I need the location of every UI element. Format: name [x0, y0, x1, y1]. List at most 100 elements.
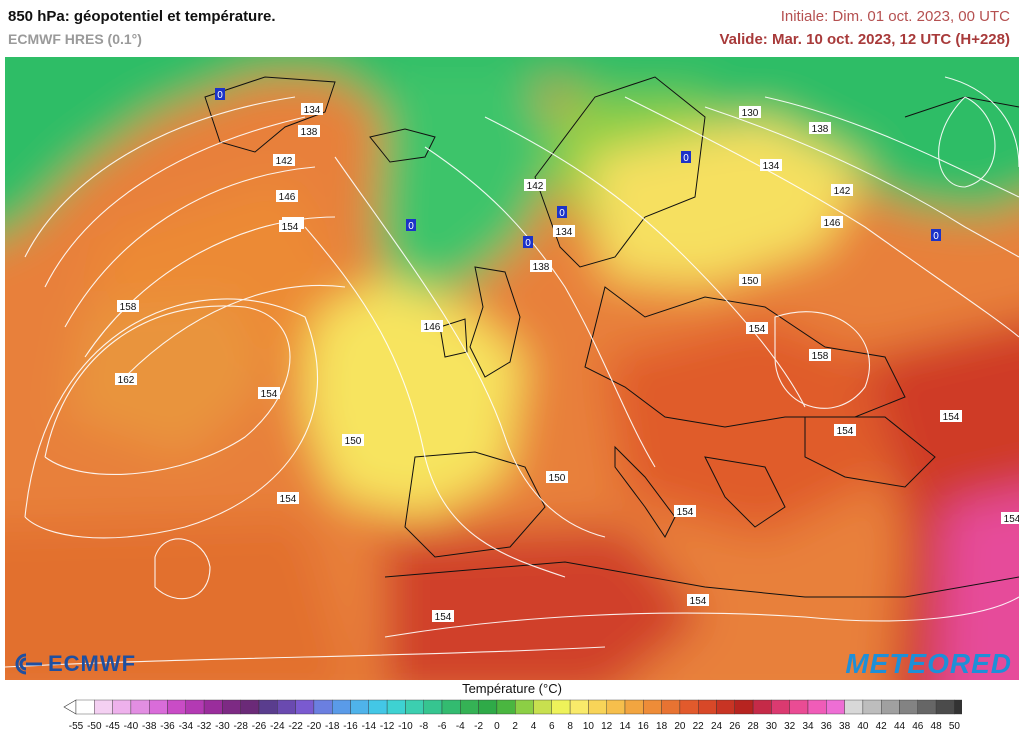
colorbar-swatch: [94, 699, 113, 715]
colorbar-swatch: [588, 699, 607, 715]
contour-label: 150: [546, 471, 568, 484]
svg-text:146: 146: [824, 218, 841, 229]
svg-text:146: 146: [279, 192, 296, 203]
svg-text:0: 0: [408, 221, 414, 232]
colorbar-swatch: [405, 699, 424, 715]
contour-label: 146: [421, 320, 443, 333]
freezing-marker: 0: [523, 236, 533, 249]
svg-text:154: 154: [280, 494, 297, 505]
colorbar-swatch: [881, 699, 900, 715]
contour-label: 130: [739, 106, 761, 119]
svg-text:0: 0: [217, 90, 223, 101]
contour-label: 138: [530, 260, 552, 273]
model-label: ECMWF HRES (0.1°): [8, 31, 142, 47]
colorbar-swatch: [643, 699, 662, 715]
colorbar-swatch: [899, 699, 918, 715]
colorbar-swatch: [862, 699, 882, 715]
colorbar-swatch: [167, 699, 186, 715]
colorbar-tick-label: 6: [549, 721, 555, 732]
colorbar-swatch: [752, 699, 772, 715]
colorbar-tick-label: 20: [674, 721, 686, 732]
colorbar-tick-label: -2: [474, 721, 483, 732]
colorbar-swatch: [679, 699, 699, 715]
colorbar-tick-label: -18: [325, 721, 340, 732]
contour-label: 138: [298, 125, 320, 138]
contour-label: 154: [1001, 512, 1019, 525]
colorbar-swatch: [734, 699, 754, 715]
colorbar-tick-label: 32: [784, 721, 796, 732]
colorbar-swatch: [661, 699, 681, 715]
contour-label: 146: [821, 216, 843, 229]
svg-text:134: 134: [304, 105, 321, 116]
contour-label: 158: [809, 349, 831, 362]
colorbar-title: Température (°C): [462, 681, 562, 696]
colorbar-tick-label: 22: [693, 721, 705, 732]
colorbar-swatch: [789, 699, 809, 715]
ecmwf-swirl-icon: [15, 653, 42, 675]
svg-text:154: 154: [261, 389, 278, 400]
colorbar-swatch: [478, 699, 498, 715]
colorbar-swatch: [844, 699, 864, 715]
colorbar-tick-label: 40: [857, 721, 869, 732]
header-right: Initiale: Dim. 01 oct. 2023, 00 UTC Vali…: [719, 8, 1010, 48]
colorbar-swatch: [386, 699, 406, 715]
colorbar-swatch: [698, 699, 717, 715]
colorbar-tick-label: -36: [160, 721, 175, 732]
contour-label: 150: [342, 434, 364, 447]
contour-label: 154: [940, 410, 962, 423]
initial-time: Initiale: Dim. 01 oct. 2023, 00 UTC: [780, 8, 1010, 25]
colorbar-tick-label: 38: [839, 721, 851, 732]
colorbar-swatch: [185, 699, 205, 715]
colorbar-swatch: [112, 699, 132, 715]
colorbar-swatch: [441, 699, 461, 715]
contour-label: 142: [524, 179, 546, 192]
colorbar-tick-label: -40: [124, 721, 139, 732]
colorbar-swatch: [935, 699, 955, 715]
colorbar-tick-label: -22: [288, 721, 303, 732]
colorbar-tick-label: -16: [343, 721, 358, 732]
colorbar-tick-label: -45: [105, 721, 120, 732]
colorbar-swatch: [368, 699, 388, 715]
svg-text:158: 158: [120, 302, 137, 313]
svg-text:158: 158: [812, 351, 829, 362]
contour-label: 154: [687, 594, 709, 607]
colorbar-tick-label: 18: [656, 721, 668, 732]
colorbar-swatch: [148, 699, 168, 715]
colorbar-tick-label: 10: [583, 721, 595, 732]
colorbar-tick-label: -24: [270, 721, 285, 732]
colorbar-tick-label: -38: [142, 721, 157, 732]
svg-text:138: 138: [301, 127, 318, 138]
colorbar-tick-label: -20: [307, 721, 322, 732]
colorbar-tick-label: -28: [233, 721, 248, 732]
freezing-marker: 0: [681, 151, 691, 164]
contour-label: 142: [831, 184, 853, 197]
colorbar-swatch: [222, 699, 241, 715]
coastlines: [204, 76, 1019, 598]
colorbar-swatch: [130, 699, 150, 715]
colorbar-tick-label: 44: [894, 721, 906, 732]
weather-map[interactable]: 134 138 142 146 150 154 158 162 154 150 146 142 138 1…: [5, 57, 1019, 680]
colorbar-tick-label: 46: [912, 721, 924, 732]
colorbar-swatch: [75, 699, 95, 715]
colorbar-swatch: [350, 699, 369, 715]
svg-text:154: 154: [837, 426, 854, 437]
colorbar-swatch: [295, 699, 315, 715]
contour-label: 158: [117, 300, 139, 313]
colorbar-swatch: [606, 699, 626, 715]
svg-text:154: 154: [749, 324, 766, 335]
colorbar-tick-label: 42: [876, 721, 888, 732]
colorbar-tick-label: -8: [419, 721, 428, 732]
colorbar-tick-label: -50: [87, 721, 102, 732]
colorbar-tick-label: 24: [711, 721, 723, 732]
svg-text:134: 134: [763, 161, 780, 172]
colorbar-tick-label: -4: [456, 721, 465, 732]
colorbar-tick-label: -10: [398, 721, 413, 732]
contour-label: 150: [739, 274, 761, 287]
colorbar-tick-label: 34: [802, 721, 814, 732]
colorbar-tick-label: 28: [748, 721, 760, 732]
colorbar-swatch: [423, 699, 443, 715]
colorbar-tick-label: -6: [438, 721, 447, 732]
svg-text:138: 138: [533, 262, 550, 273]
colorbar-swatch: [826, 699, 845, 715]
svg-text:0: 0: [525, 238, 531, 249]
